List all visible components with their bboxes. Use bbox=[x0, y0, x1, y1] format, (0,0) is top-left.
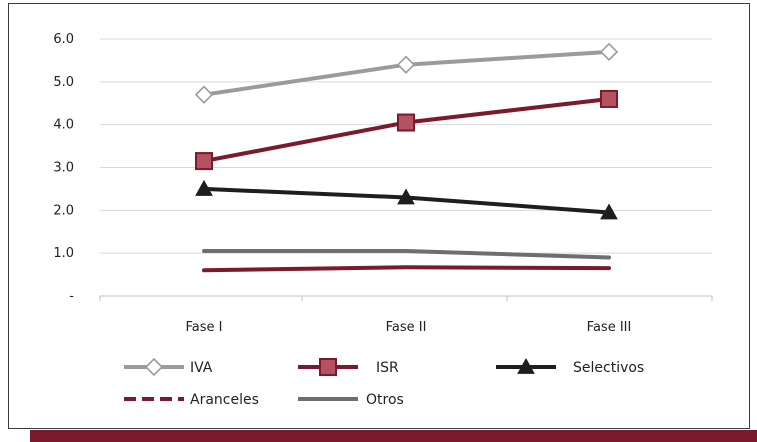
x-tick-label: Fase II bbox=[386, 320, 427, 335]
legend-label-selectivos: Selectivos bbox=[573, 360, 644, 376]
y-tick-label: - bbox=[69, 289, 74, 304]
y-tick-label: 5.0 bbox=[53, 75, 74, 90]
legend-label-isr: ISR bbox=[376, 360, 399, 376]
legend-label-aranceles: Aranceles bbox=[190, 392, 259, 408]
data-point-selectivos bbox=[195, 179, 213, 196]
y-tick-label: 3.0 bbox=[53, 161, 74, 176]
x-tick-label: Fase I bbox=[186, 320, 223, 335]
series-line-aranceles bbox=[202, 265, 611, 273]
data-point-isr bbox=[600, 89, 618, 108]
legend-marker-iva bbox=[144, 357, 164, 377]
series-line-otros bbox=[202, 249, 611, 260]
data-point-iva bbox=[194, 85, 214, 104]
y-tick-label: 2.0 bbox=[53, 203, 74, 218]
data-point-iva bbox=[599, 42, 619, 61]
data-point-isr bbox=[195, 152, 213, 171]
legend-label-otros: Otros bbox=[366, 392, 404, 408]
data-point-selectivos bbox=[600, 203, 618, 220]
legend-marker-selectivos bbox=[517, 357, 535, 374]
data-point-iva bbox=[396, 55, 416, 74]
y-tick-label: 4.0 bbox=[53, 118, 74, 133]
legend-label-iva: IVA bbox=[190, 360, 213, 376]
bottom-accent-bar bbox=[30, 430, 757, 442]
y-tick-label: 6.0 bbox=[53, 32, 74, 47]
chart-frame bbox=[8, 3, 750, 429]
legend-marker-isr bbox=[319, 358, 337, 376]
y-tick-label: 1.0 bbox=[53, 246, 74, 261]
x-tick-label: Fase III bbox=[587, 320, 632, 335]
data-point-isr bbox=[397, 113, 415, 132]
data-point-selectivos bbox=[397, 188, 415, 205]
